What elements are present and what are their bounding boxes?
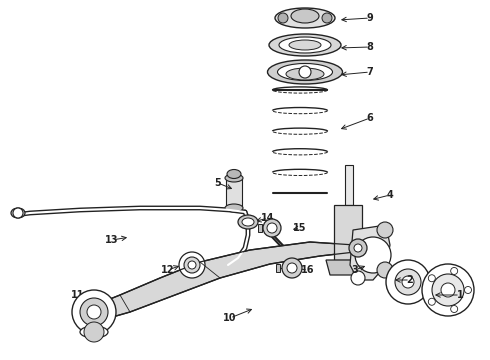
Text: 10: 10 (223, 313, 237, 323)
Circle shape (287, 263, 297, 273)
Text: 8: 8 (367, 42, 373, 52)
Circle shape (451, 306, 458, 312)
Polygon shape (226, 178, 242, 208)
Polygon shape (276, 264, 280, 272)
Ellipse shape (279, 37, 331, 53)
Text: 15: 15 (293, 223, 307, 233)
Circle shape (84, 322, 104, 342)
Circle shape (184, 257, 200, 273)
Ellipse shape (291, 9, 319, 23)
Circle shape (282, 258, 302, 278)
Ellipse shape (277, 63, 333, 81)
Circle shape (386, 260, 430, 304)
Circle shape (263, 219, 281, 237)
Text: 4: 4 (387, 190, 393, 200)
Text: 9: 9 (367, 13, 373, 23)
Ellipse shape (80, 326, 108, 338)
Circle shape (267, 223, 277, 233)
Circle shape (351, 271, 365, 285)
Polygon shape (95, 242, 355, 322)
Circle shape (402, 276, 414, 288)
Circle shape (422, 264, 474, 316)
Text: 13: 13 (105, 235, 119, 245)
Ellipse shape (286, 68, 324, 80)
Circle shape (13, 208, 23, 218)
Text: 5: 5 (215, 178, 221, 188)
Circle shape (432, 274, 464, 306)
Circle shape (441, 283, 455, 297)
Circle shape (428, 298, 435, 305)
Circle shape (395, 269, 421, 295)
Circle shape (80, 298, 108, 326)
Text: 1: 1 (457, 290, 464, 300)
Ellipse shape (238, 215, 258, 229)
Circle shape (377, 262, 393, 278)
Ellipse shape (11, 208, 25, 218)
Text: 11: 11 (71, 290, 85, 300)
Text: 3: 3 (352, 265, 358, 275)
Circle shape (355, 237, 391, 273)
Circle shape (87, 305, 101, 319)
Circle shape (377, 222, 393, 238)
Ellipse shape (322, 13, 332, 23)
Ellipse shape (242, 218, 254, 226)
Polygon shape (258, 224, 262, 232)
Circle shape (188, 261, 196, 269)
Circle shape (451, 267, 458, 274)
Ellipse shape (225, 204, 243, 212)
Text: 12: 12 (161, 265, 175, 275)
Ellipse shape (227, 170, 241, 179)
Circle shape (179, 252, 205, 278)
Circle shape (428, 275, 435, 282)
Circle shape (299, 66, 311, 78)
Ellipse shape (278, 13, 288, 23)
Polygon shape (345, 165, 353, 205)
Circle shape (72, 290, 116, 334)
Text: 7: 7 (367, 67, 373, 77)
Ellipse shape (269, 34, 341, 56)
Text: 2: 2 (407, 275, 414, 285)
Polygon shape (350, 225, 390, 280)
Text: 16: 16 (301, 265, 315, 275)
Circle shape (465, 287, 471, 293)
Text: 6: 6 (367, 113, 373, 123)
Ellipse shape (289, 40, 321, 50)
Ellipse shape (275, 8, 335, 28)
Circle shape (354, 244, 362, 252)
Text: 14: 14 (261, 213, 275, 223)
Ellipse shape (268, 60, 343, 84)
Ellipse shape (225, 174, 243, 182)
Polygon shape (334, 205, 362, 260)
Polygon shape (326, 260, 370, 275)
Circle shape (349, 239, 367, 257)
